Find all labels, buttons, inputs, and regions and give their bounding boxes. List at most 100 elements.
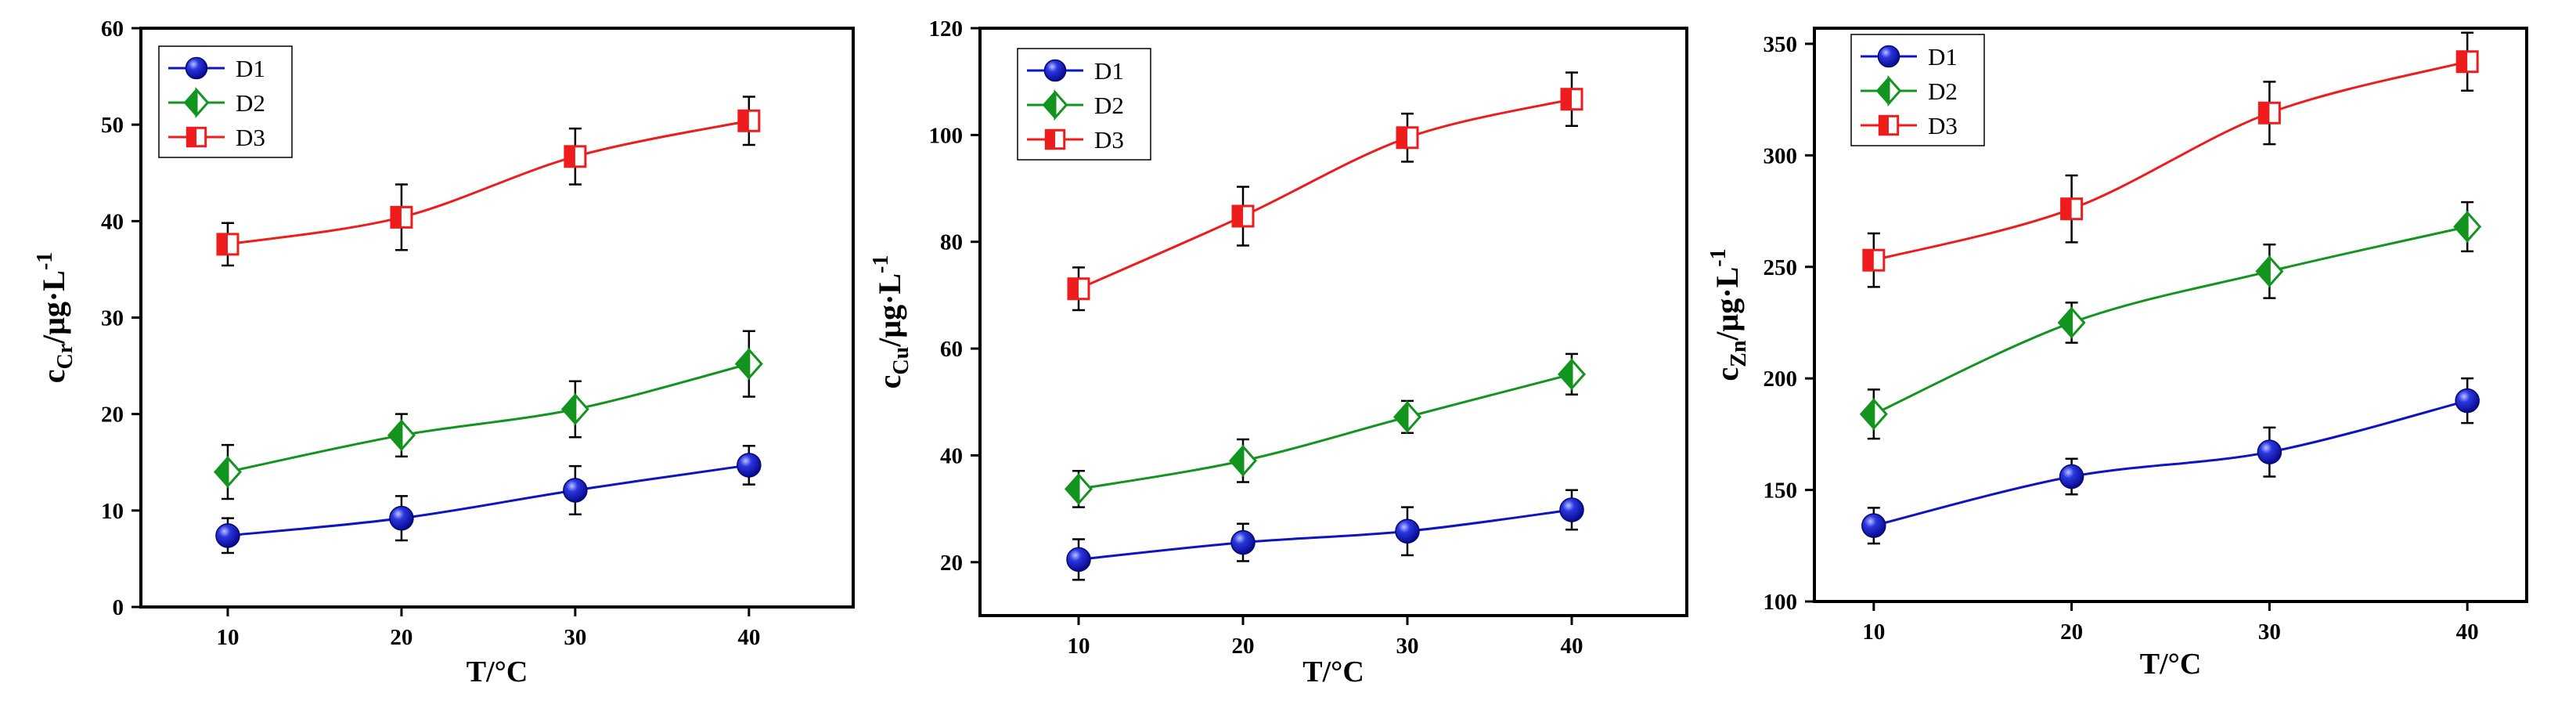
y-axis-label-main: c — [872, 375, 907, 389]
series-line-d1 — [227, 464, 750, 537]
x-tick-label: 40 — [2456, 620, 2479, 645]
legend-label-d2: D2 — [236, 89, 265, 117]
y-tick-label: 40 — [940, 443, 963, 468]
series-line-d2 — [1873, 226, 2468, 416]
x-tick-label: 20 — [390, 625, 413, 650]
data-point-d2-right-half — [1241, 443, 1258, 479]
series-d1 — [1861, 377, 2480, 545]
x-tick-label: 10 — [1862, 620, 1885, 645]
legend-label-d3: D3 — [236, 124, 265, 151]
data-point-d2-outline — [213, 457, 229, 487]
data-point-d3-left-half — [1233, 206, 1243, 226]
legend-label-d3: D3 — [1094, 126, 1124, 154]
data-point-d2-right-half — [1872, 396, 1888, 432]
x-axis-label: T/°C — [467, 656, 528, 688]
data-point-d1 — [2455, 388, 2480, 414]
y-axis-label: cCu/μg·L-1 — [869, 255, 913, 389]
data-point-d2-left-half — [736, 349, 749, 378]
legend-marker-d1 — [1043, 59, 1067, 82]
data-point-d3-left-half — [1397, 127, 1407, 148]
legend-label-d1: D1 — [1928, 43, 1958, 70]
data-point-d2 — [560, 392, 589, 427]
x-tick-label: 10 — [216, 625, 239, 650]
data-point-d2 — [387, 417, 416, 453]
y-tick-label: 60 — [101, 16, 124, 42]
x-tick-label: 30 — [564, 625, 586, 650]
legend-marker-d2-left-half — [185, 89, 196, 116]
data-point-d2 — [1064, 471, 1093, 507]
y-axis-label-unit: /μg·L — [872, 273, 907, 348]
data-point-d2-outline — [2255, 256, 2271, 287]
legend-label-d3: D3 — [1928, 112, 1958, 139]
series-d1 — [215, 445, 762, 554]
data-point-d3-left-half — [2457, 51, 2468, 72]
data-point-d3-left-half — [1863, 250, 1874, 271]
legend-label-d1: D1 — [1094, 57, 1124, 85]
data-point-d3-left-half — [564, 146, 575, 167]
y-tick-label: 200 — [1764, 367, 1798, 392]
data-point-d2-outline — [387, 420, 403, 450]
legend-marker-d2-outline — [183, 88, 198, 117]
series-d2 — [1859, 200, 2482, 440]
x-tick-label: 30 — [2258, 620, 2281, 645]
data-point-d2 — [2453, 209, 2482, 244]
data-point-d2-left-half — [2059, 308, 2072, 337]
y-tick-label: 40 — [101, 209, 124, 234]
series-d2 — [213, 330, 763, 500]
legend-marker-d2-right-half — [1887, 74, 1902, 107]
y-axis-label-superscript: -1 — [1706, 248, 1731, 266]
data-point-d1 — [1861, 513, 1886, 538]
data-point-d2-right-half — [2466, 209, 2482, 244]
legend-marker-d3-left-half — [1879, 116, 1889, 135]
x-tick-label: 20 — [1232, 634, 1255, 659]
legend-marker-d3 — [1878, 114, 1900, 136]
legend-marker-d2-right-half — [195, 86, 210, 119]
data-point-d2-outline — [1064, 474, 1080, 504]
series-d2 — [1064, 352, 1587, 508]
data-point-d2 — [734, 346, 763, 381]
data-point-d1 — [215, 523, 240, 548]
legend-marker-d3 — [186, 126, 207, 148]
y-tick-label: 250 — [1764, 255, 1798, 280]
x-tick-label: 10 — [1068, 634, 1090, 659]
data-point-d1 — [1066, 547, 1091, 573]
data-point-d1 — [2059, 464, 2084, 489]
y-tick-label: 10 — [101, 499, 124, 524]
data-point-d3 — [1396, 126, 1419, 150]
y-axis-label-superscript: -1 — [33, 252, 57, 270]
data-point-d2-left-half — [2257, 257, 2270, 286]
data-point-d3 — [1862, 248, 1886, 272]
data-point-d3-left-half — [391, 207, 402, 228]
legend-marker-d2-outline — [1875, 77, 1890, 105]
data-point-d2-left-half — [214, 457, 228, 486]
data-point-d2-left-half — [1230, 446, 1243, 475]
data-point-d2-outline — [1392, 402, 1409, 432]
data-point-d3 — [390, 205, 413, 229]
data-point-d2-outline — [1859, 399, 1875, 429]
data-point-d3-left-half — [1068, 278, 1079, 299]
legend-marker-d2 — [1875, 74, 1902, 107]
data-point-d2-left-half — [1559, 359, 1572, 388]
x-tick-label: 30 — [1396, 634, 1419, 659]
data-point-d2-outline — [1228, 446, 1245, 476]
data-point-d2-right-half — [2268, 254, 2284, 289]
data-point-d3 — [737, 109, 761, 132]
chart-zn: 10 20 30 40 100 150 200 250 300 350 T/°C cZn/μg·L-1… — [1706, 27, 2528, 681]
data-point-d2-left-half — [1066, 475, 1079, 504]
y-tick-label: 0 — [113, 595, 124, 620]
data-point-d1 — [389, 505, 414, 531]
data-point-d3 — [2257, 101, 2281, 125]
plot-frame — [1813, 27, 2528, 603]
chart-cu: 10 20 30 40 20 40 60 80 100 120 T/°C cCu/μg·L-1 D1 D2… — [869, 16, 1688, 688]
chart-cr: 10 20 30 400102030405060T/°CcCr/μg·L-1D1D2D… — [33, 16, 855, 688]
data-point-d2-outline — [2057, 307, 2073, 338]
data-point-d2 — [2255, 254, 2284, 289]
y-axis-label: cZn/μg·L-1 — [1706, 248, 1751, 381]
data-point-d2-right-half — [1406, 399, 1422, 435]
data-point-d3-left-half — [2259, 103, 2270, 124]
series-d3 — [1067, 71, 1583, 312]
data-point-d3 — [564, 145, 587, 168]
legend-marker-d2 — [1042, 88, 1068, 121]
data-point-d3 — [1560, 88, 1583, 111]
data-point-d2-left-half — [388, 421, 402, 450]
